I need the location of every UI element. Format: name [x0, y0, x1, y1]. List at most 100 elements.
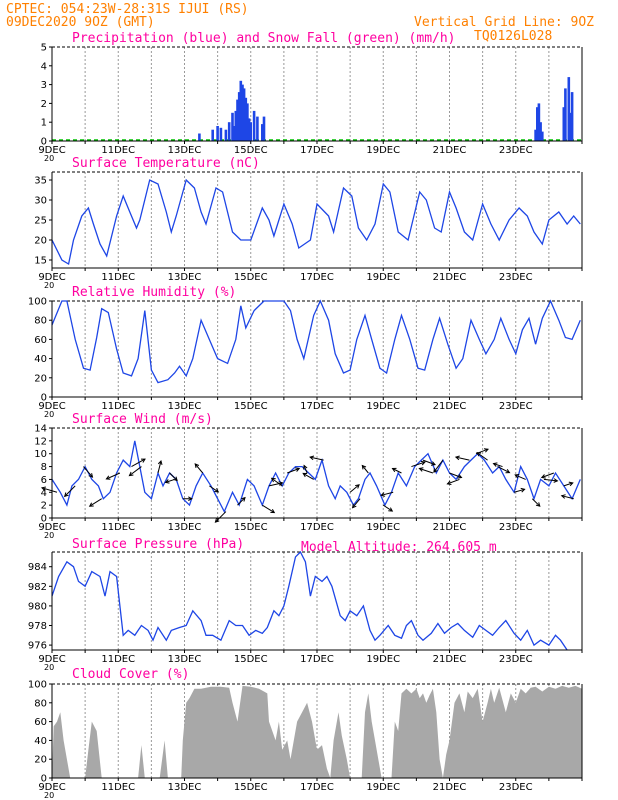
wind-arrow-head	[560, 494, 566, 499]
series-line	[51, 178, 581, 266]
x-tick-label: 9DEC	[38, 401, 65, 412]
header-left-line2: 09DEC2020 9OZ (GMT)	[6, 15, 155, 30]
precip-bar	[198, 133, 201, 141]
y-tick-label: 2	[41, 501, 47, 512]
wind-arrow	[361, 465, 369, 474]
x-tick-label: 19DEC	[366, 782, 400, 793]
header-right-line2: TQ0126L028	[474, 29, 552, 44]
x-tick-label: 11DEC	[101, 522, 135, 533]
y-tick-label: 40	[34, 736, 47, 747]
wind-arrow-head	[391, 467, 397, 473]
wind-arrow	[309, 456, 324, 461]
precip-bar	[252, 110, 256, 141]
x-tick-label: 19DEC	[366, 272, 400, 283]
precip-bar	[246, 103, 249, 141]
panel-title: Cloud Cover (%)	[72, 667, 189, 682]
precip-bar	[570, 92, 574, 141]
x-tick-label: 11DEC	[101, 782, 135, 793]
y-tick-label: 980	[28, 601, 47, 612]
y-tick-label: 80	[34, 316, 47, 327]
wind-arrow-head	[351, 503, 357, 509]
precip-bar	[219, 127, 223, 141]
wind-arrow	[561, 495, 574, 500]
x-tick-label: 23DEC	[499, 145, 533, 156]
precip-bar	[256, 116, 259, 141]
wind-arrow-head	[476, 451, 482, 457]
precip-bar	[216, 126, 219, 141]
wind-arrow	[541, 472, 555, 478]
x-tick-label: 15DEC	[234, 145, 268, 156]
x-tick-label: 13DEC	[168, 272, 202, 283]
precip-bar	[536, 107, 539, 141]
wind-arrow	[382, 504, 393, 512]
x-tick-label: 11DEC	[101, 272, 135, 283]
wind-arrow	[237, 497, 246, 506]
wind-arrow-head	[540, 474, 546, 479]
y-tick-label: 60	[34, 335, 47, 346]
y-tick-label: 0	[41, 393, 47, 404]
wind-arrow-head	[433, 468, 438, 473]
wind-arrow	[287, 468, 300, 474]
cloud-area	[52, 685, 582, 778]
wind-arrow-head	[157, 459, 163, 466]
year-fragment: 20	[44, 531, 54, 540]
x-tick-label: 9DEC	[38, 272, 65, 283]
wind-arrow-head	[430, 461, 436, 466]
y-tick-label: 10	[34, 449, 47, 460]
x-tick-label: 21DEC	[433, 654, 467, 665]
wind-arrow-head	[355, 484, 360, 489]
wind-arrow-head	[553, 478, 559, 483]
x-tick-label: 15DEC	[234, 522, 268, 533]
y-tick-label: 20	[34, 373, 47, 384]
wind-arrow	[531, 498, 541, 507]
precip-bar	[262, 116, 266, 141]
year-fragment: 20	[44, 410, 54, 419]
wind-arrow	[493, 463, 503, 468]
x-tick-label: 23DEC	[499, 522, 533, 533]
wind-arrow	[497, 466, 510, 474]
wind-arrow-head	[446, 480, 452, 485]
panel-0: 0 1 2 3 4 5 9DEC20 11DEC 13DEC 15DEC 17DEC 19DEC 21D…	[38, 31, 583, 163]
panel-title: Surface Pressure (hPa)	[72, 537, 244, 552]
y-tick-label: 8	[41, 462, 47, 473]
wind-arrow-head	[457, 474, 463, 479]
wind-arrow	[419, 468, 434, 474]
series-line	[51, 299, 581, 384]
series-line	[51, 440, 581, 514]
wind-arrow-head	[88, 473, 94, 478]
wind-arrow-head	[303, 464, 308, 470]
x-tick-label: 19DEC	[366, 522, 400, 533]
x-tick-label: 21DEC	[433, 782, 467, 793]
precip-bar	[236, 99, 239, 141]
y-tick-label: 35	[34, 176, 47, 187]
precip-bar	[534, 129, 537, 141]
wind-arrow-head	[88, 502, 94, 507]
wind-arrow	[302, 472, 314, 480]
wind-arrow	[303, 465, 308, 474]
wind-arrow-head	[270, 477, 276, 483]
wind-arrow-head	[535, 502, 541, 507]
wind-arrow	[433, 459, 444, 473]
year-fragment: 20	[44, 154, 54, 163]
wind-arrow-head	[105, 475, 111, 480]
precip-bar	[541, 131, 544, 141]
panel-title: Surface Wind (m/s)	[72, 412, 213, 427]
wind-arrow	[271, 477, 283, 487]
precip-bar	[211, 129, 214, 141]
x-tick-label: 21DEC	[433, 522, 467, 533]
x-tick-label: 9DEC	[38, 654, 65, 665]
y-tick-label: 2	[41, 99, 47, 110]
wind-arrow	[106, 472, 121, 480]
precip-bar	[564, 88, 567, 141]
precip-bar	[234, 110, 238, 141]
precip-bar	[231, 112, 234, 141]
wind-arrow	[411, 461, 426, 468]
wind-arrow-head	[514, 474, 520, 479]
wind-arrow-head	[241, 496, 246, 502]
x-tick-label: 17DEC	[300, 782, 334, 793]
precip-bar	[227, 122, 231, 141]
x-tick-label: 11DEC	[101, 401, 135, 412]
wind-arrow-head	[361, 464, 367, 470]
